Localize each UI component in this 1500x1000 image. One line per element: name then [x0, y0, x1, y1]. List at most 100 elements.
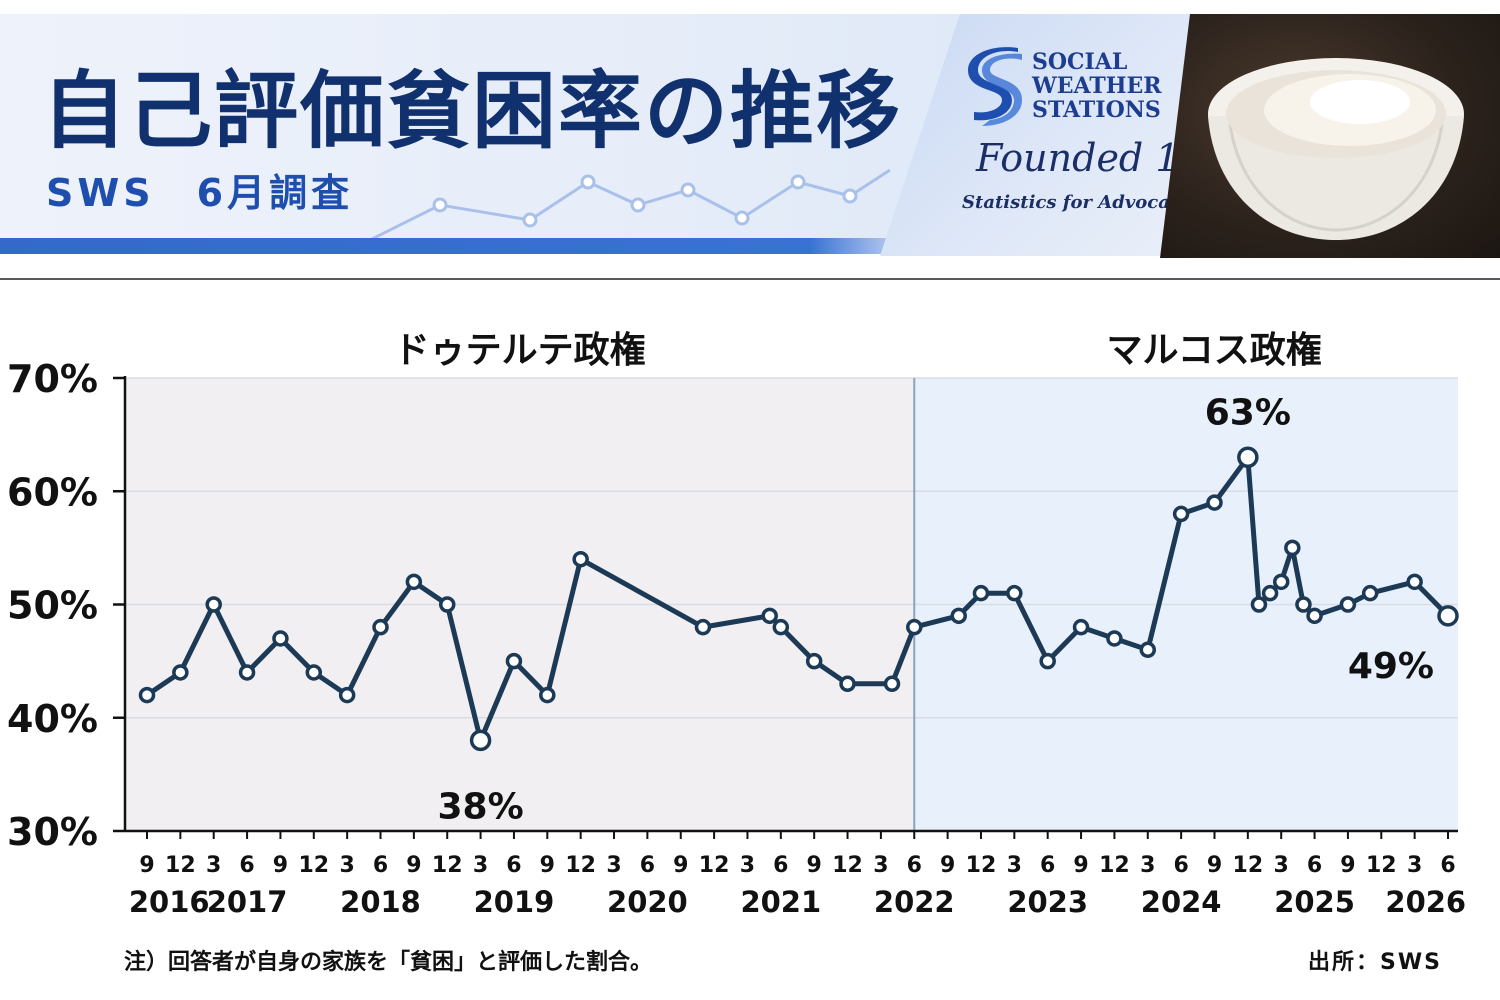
x-month-label: 3 — [1140, 853, 1155, 878]
data-point — [1139, 641, 1157, 659]
x-year-label: 2017 — [207, 885, 288, 919]
x-month-label: 9 — [406, 853, 421, 878]
data-point — [1406, 573, 1423, 591]
data-point — [950, 607, 967, 625]
x-year-label: 2020 — [607, 885, 688, 919]
x-year-label: 2019 — [474, 885, 555, 919]
x-year-label: 2026 — [1385, 885, 1466, 919]
data-point — [1072, 618, 1090, 636]
data-point — [805, 652, 823, 670]
data-point — [305, 664, 323, 681]
x-month-label: 12 — [165, 853, 196, 878]
data-point — [694, 618, 712, 636]
data-point — [1006, 584, 1023, 602]
rice-bowl-icon — [1208, 58, 1464, 240]
x-month-label: 12 — [966, 853, 997, 878]
x-month-label: 9 — [540, 853, 555, 878]
header-banner: 自己評価貧困率の推移 SWS 6月調査 SOCIAL WEATHER STATI… — [0, 0, 1500, 280]
page-subtitle: SWS 6月調査 — [46, 171, 354, 215]
x-month-label: 12 — [298, 853, 329, 878]
x-month-label: 3 — [206, 853, 221, 878]
x-month-label: 6 — [239, 853, 254, 878]
data-point — [338, 686, 356, 704]
source-label: 出所：SWS — [1308, 950, 1442, 975]
data-label: 63% — [1205, 392, 1291, 433]
data-point — [1361, 584, 1379, 602]
decorative-line-graphic — [370, 168, 891, 242]
data-point — [469, 729, 492, 752]
logo-line-2: WEATHER — [1032, 73, 1162, 99]
data-point — [1237, 446, 1259, 469]
data-point — [972, 584, 990, 602]
data-point — [505, 652, 523, 670]
logo-text: SOCIAL WEATHER STATIONS — [1032, 50, 1162, 122]
logo-line-3: STATIONS — [1032, 97, 1161, 123]
x-month-label: 3 — [1007, 853, 1022, 878]
logo-line-1: SOCIAL — [1032, 49, 1128, 75]
data-point — [1437, 605, 1459, 627]
data-point — [1250, 596, 1268, 613]
x-month-label: 6 — [506, 853, 521, 878]
x-month-label: 3 — [473, 853, 488, 878]
x-month-label: 9 — [139, 853, 154, 878]
x-month-label: 12 — [1099, 853, 1130, 878]
data-point — [1172, 505, 1190, 523]
data-point — [205, 596, 222, 613]
x-month-label: 3 — [873, 853, 888, 878]
x-month-label: 6 — [640, 853, 655, 878]
data-point — [438, 596, 456, 613]
data-point — [906, 618, 923, 636]
x-month-label: 9 — [807, 853, 822, 878]
banner-accent-strip — [0, 238, 900, 254]
banner-divider — [0, 278, 1500, 280]
data-point — [1272, 573, 1290, 591]
data-point — [1106, 630, 1123, 647]
data-point — [772, 618, 790, 636]
x-month-label: 9 — [1207, 853, 1222, 878]
x-month-label: 3 — [740, 853, 755, 878]
data-point — [272, 630, 289, 647]
x-year-label: 2024 — [1141, 885, 1222, 919]
x-year-label: 2025 — [1274, 885, 1355, 919]
x-month-label: 12 — [699, 853, 730, 878]
x-month-label: 12 — [1233, 853, 1264, 878]
x-month-label: 9 — [673, 853, 688, 878]
x-year-label: 2022 — [874, 885, 955, 919]
x-month-label: 6 — [1040, 853, 1055, 878]
x-month-label: 9 — [1073, 853, 1088, 878]
x-year-label: 2018 — [340, 885, 421, 919]
data-label: 38% — [438, 786, 524, 827]
data-point — [539, 686, 556, 704]
x-month-label: 3 — [606, 853, 621, 878]
x-month-label: 9 — [273, 853, 288, 878]
y-tick-label: 60% — [7, 470, 98, 514]
footnote: 注）回答者が自身の家族を「貧困」と評価した割合。 — [124, 950, 653, 975]
data-point — [172, 664, 189, 681]
x-month-label: 3 — [339, 853, 354, 878]
sws-logo-icon — [968, 47, 1022, 126]
x-month-label: 12 — [1366, 853, 1397, 878]
x-month-label: 6 — [373, 853, 388, 878]
data-point — [238, 664, 256, 681]
x-month-label: 12 — [832, 853, 863, 878]
data-point — [1206, 494, 1223, 511]
data-point — [372, 618, 389, 636]
data-point — [405, 573, 423, 591]
era-label: ドゥテルテ政権 — [394, 330, 646, 371]
data-point — [839, 675, 856, 693]
x-month-label: 12 — [565, 853, 596, 878]
data-point — [1339, 596, 1357, 613]
era-label: マルコス政権 — [1106, 330, 1321, 371]
data-point — [1306, 607, 1323, 625]
y-tick-label: 40% — [7, 697, 98, 741]
x-month-label: 6 — [773, 853, 788, 878]
rice-bowl-photo — [1160, 14, 1500, 258]
x-month-label: 6 — [907, 853, 922, 878]
x-month-label: 3 — [1274, 853, 1289, 878]
data-point — [1284, 539, 1301, 557]
x-month-label: 9 — [940, 853, 955, 878]
x-month-label: 9 — [1340, 853, 1355, 878]
data-point — [761, 607, 778, 625]
x-year-label: 2016 — [129, 885, 210, 919]
